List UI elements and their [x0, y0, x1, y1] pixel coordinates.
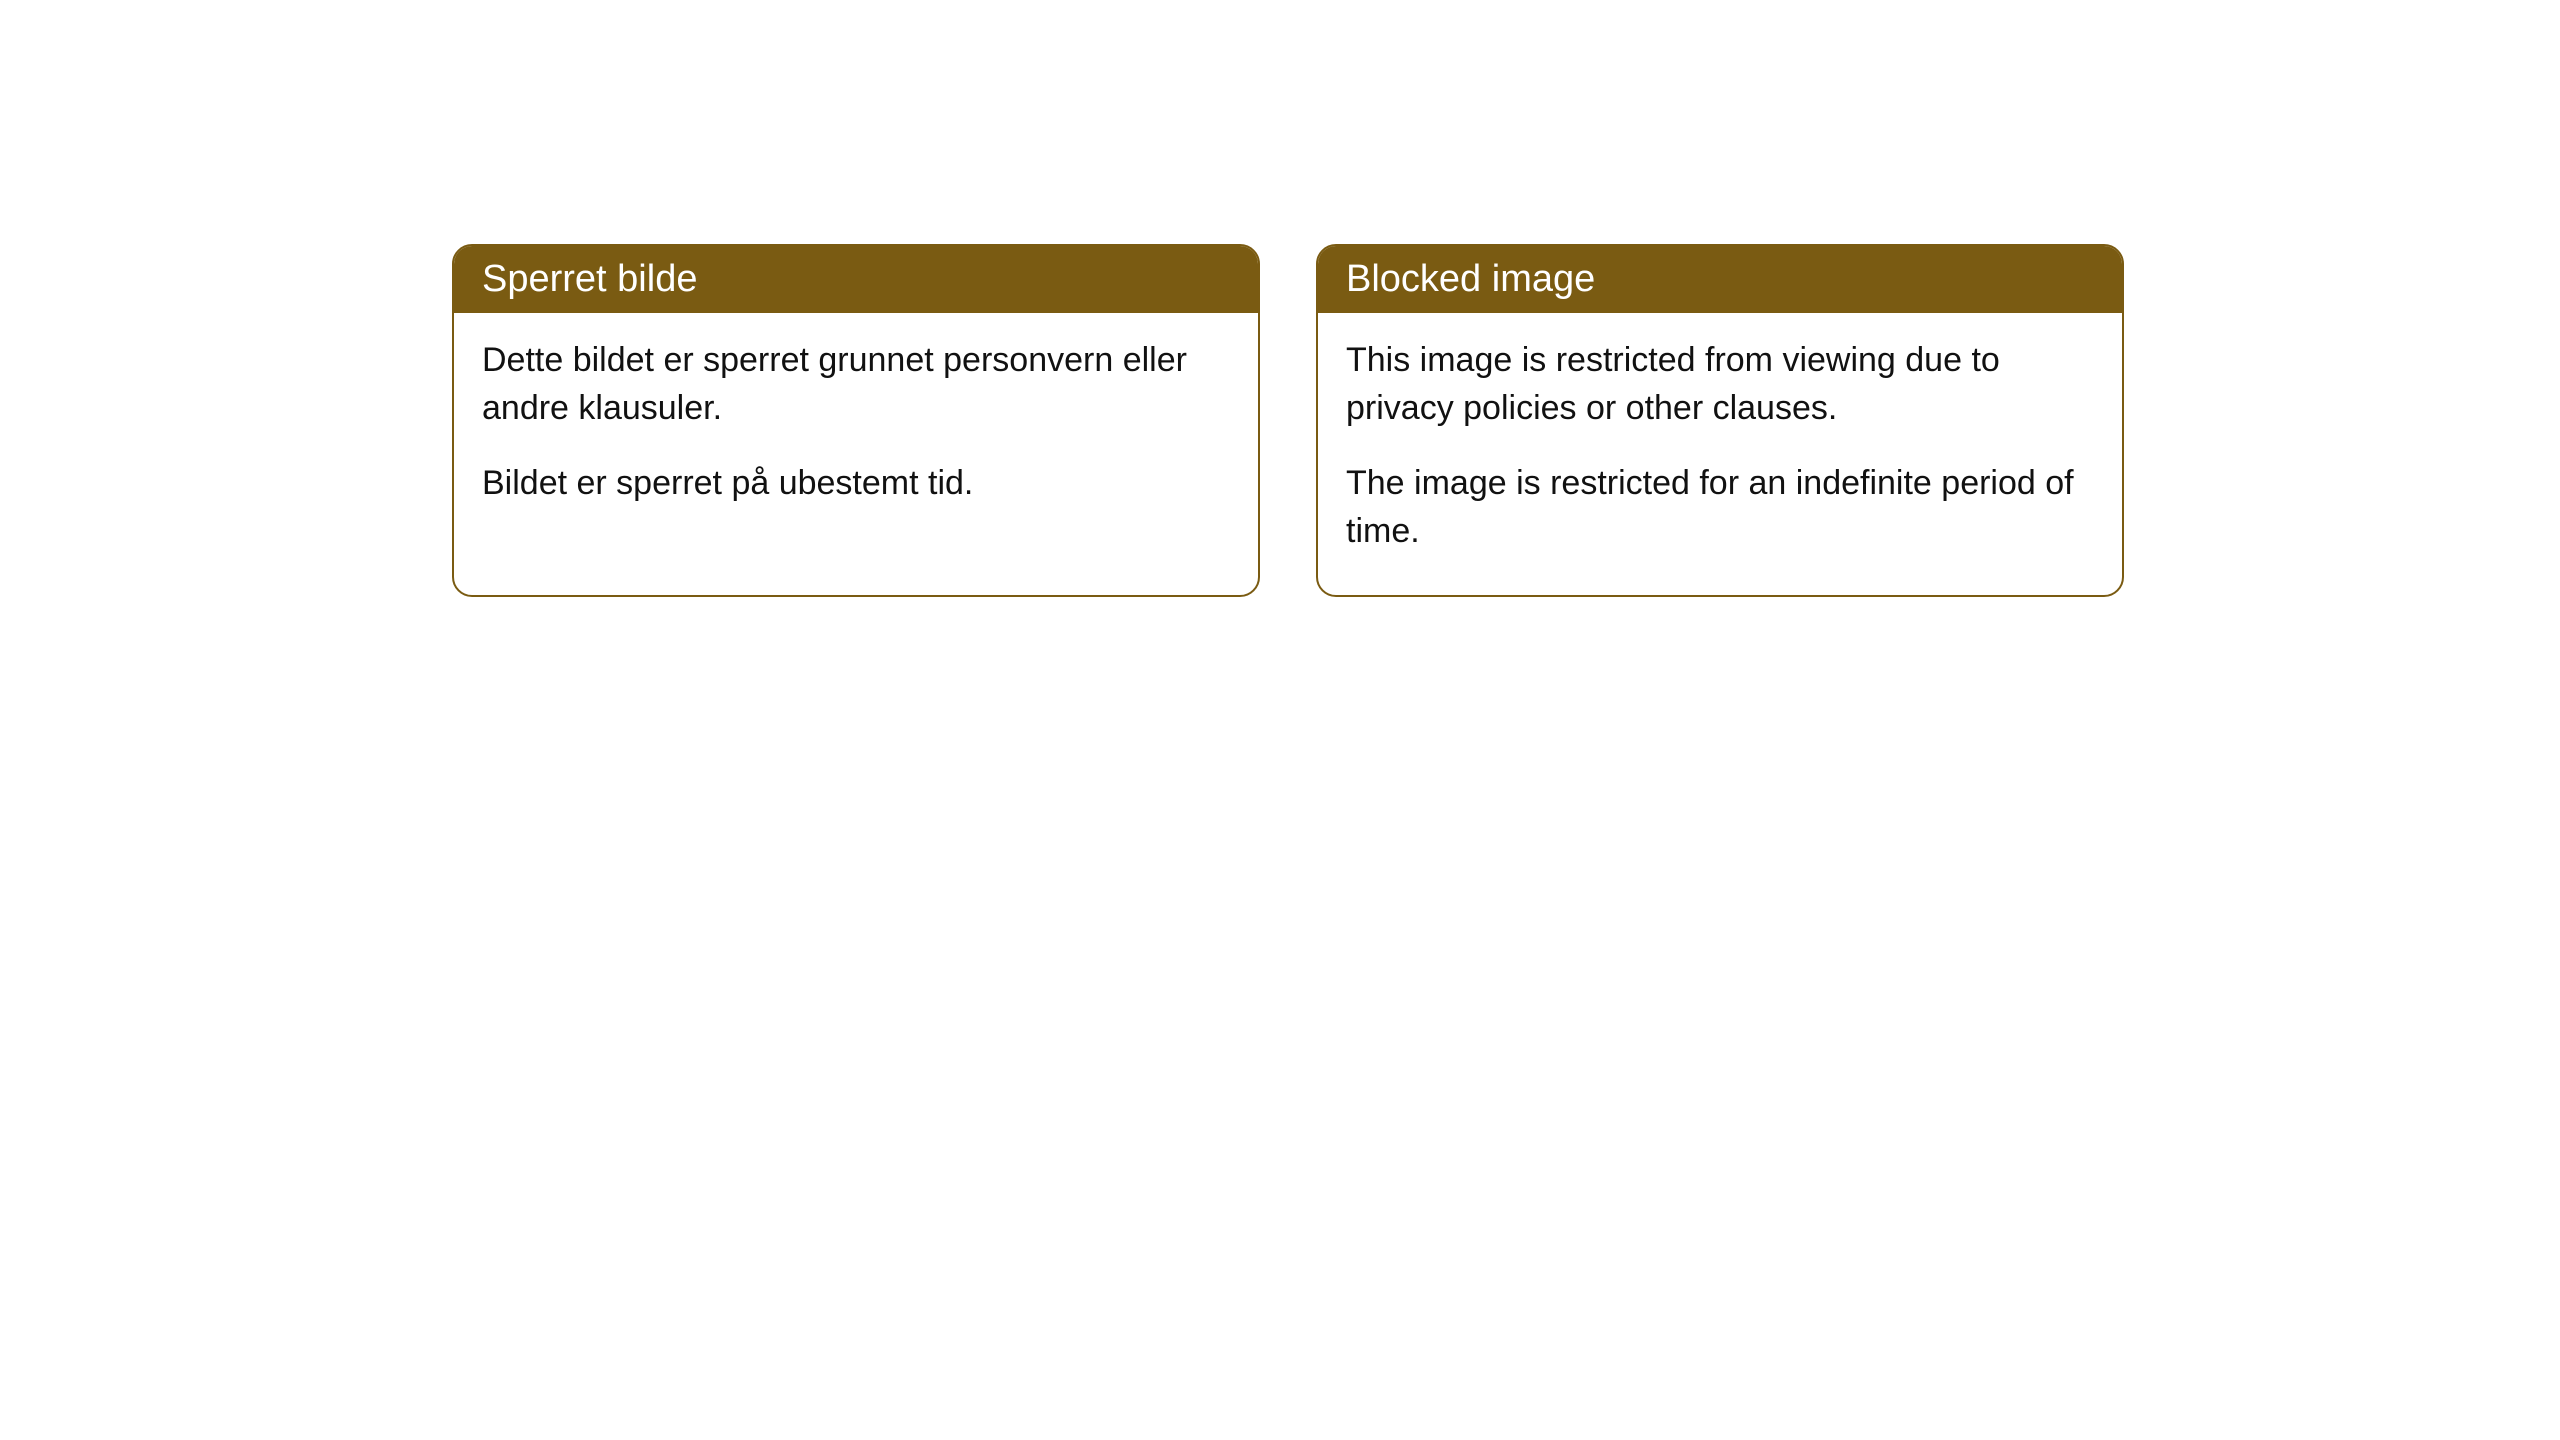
card-header: Blocked image [1318, 246, 2122, 313]
card-title: Sperret bilde [482, 258, 697, 300]
notice-card-norwegian: Sperret bilde Dette bildet er sperret gr… [452, 244, 1260, 597]
notice-card-english: Blocked image This image is restricted f… [1316, 244, 2124, 597]
notice-paragraph: The image is restricted for an indefinit… [1346, 460, 2094, 555]
card-body: This image is restricted from viewing du… [1318, 313, 2122, 595]
notice-paragraph: This image is restricted from viewing du… [1346, 337, 2094, 432]
notice-paragraph: Bildet er sperret på ubestemt tid. [482, 460, 1230, 508]
card-title: Blocked image [1346, 258, 1595, 300]
notice-cards-container: Sperret bilde Dette bildet er sperret gr… [452, 244, 2124, 597]
card-body: Dette bildet er sperret grunnet personve… [454, 313, 1258, 548]
card-header: Sperret bilde [454, 246, 1258, 313]
notice-paragraph: Dette bildet er sperret grunnet personve… [482, 337, 1230, 432]
